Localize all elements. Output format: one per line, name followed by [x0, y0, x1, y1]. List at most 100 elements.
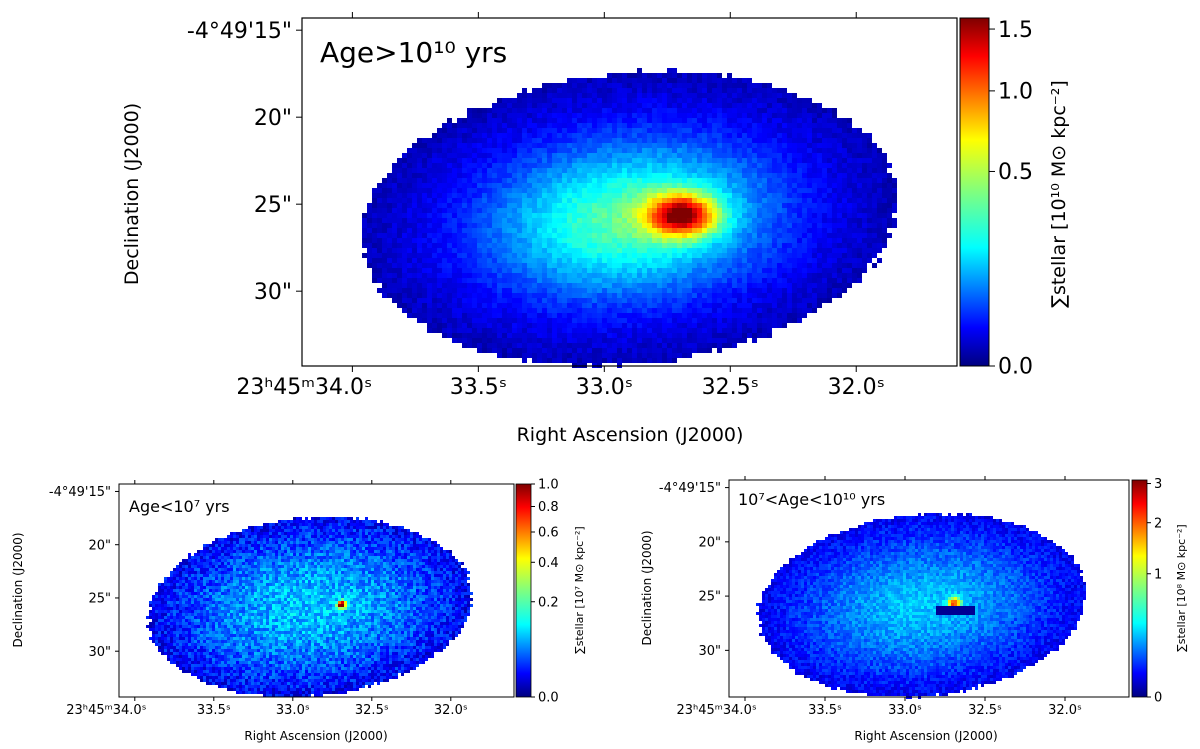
heatmap-cell: [827, 238, 832, 243]
heatmap-cell: [377, 258, 382, 263]
heatmap-cell: [697, 93, 702, 98]
heatmap-cell: [712, 108, 717, 113]
heatmap-cell: [792, 223, 797, 228]
heatmap-cell: [547, 108, 552, 113]
heatmap-cell: [412, 263, 417, 268]
heatmap-cell: [787, 158, 792, 163]
heatmap-cell: [892, 218, 897, 223]
heatmap-cell: [452, 163, 457, 168]
heatmap-cell: [717, 103, 722, 108]
heatmap-cell: [692, 263, 697, 268]
heatmap-cell: [847, 263, 852, 268]
heatmap-cell: [387, 183, 392, 188]
heatmap-cell: [452, 188, 457, 193]
heatmap-cell: [827, 213, 832, 218]
heatmap-cell: [472, 263, 477, 268]
heatmap-cell: [597, 158, 602, 163]
heatmap-cell: [727, 228, 732, 233]
heatmap-cell: [667, 148, 672, 153]
heatmap-cell: [432, 168, 437, 173]
heatmap-cell: [572, 283, 577, 288]
heatmap-cell: [427, 168, 432, 173]
heatmap-cell: [442, 278, 447, 283]
heatmap-cell: [742, 233, 747, 238]
heatmap-cell: [607, 278, 612, 283]
heatmap-cell: [572, 253, 577, 258]
heatmap-cell: [757, 248, 762, 253]
heatmap-cell: [812, 268, 817, 273]
heatmap-cell: [567, 138, 572, 143]
heatmap-cell: [412, 268, 417, 273]
heatmap-cell: [847, 188, 852, 193]
heatmap-cell: [742, 243, 747, 248]
heatmap-cell: [637, 258, 642, 263]
heatmap-cell: [512, 158, 517, 163]
heatmap-cell: [502, 328, 507, 333]
heatmap-cell: [527, 233, 532, 238]
heatmap-cell: [647, 98, 652, 103]
heatmap-cell: [512, 343, 517, 348]
heatmap-cell: [632, 163, 637, 168]
heatmap-cell: [432, 253, 437, 258]
heatmap-cell: [577, 243, 582, 248]
heatmap-cell: [752, 93, 757, 98]
x-tick-label: 32.0ˢ: [828, 375, 885, 400]
heatmap-cell: [577, 113, 582, 118]
heatmap-cell: [642, 123, 647, 128]
heatmap-cell: [637, 278, 642, 283]
heatmap-cell: [527, 303, 532, 308]
heatmap-cell: [452, 308, 457, 313]
heatmap-cell: [447, 153, 452, 158]
heatmap-cell: [497, 318, 502, 323]
heatmap-cell: [857, 143, 862, 148]
heatmap-cell: [527, 248, 532, 253]
heatmap-cell: [492, 203, 497, 208]
heatmap-cell: [802, 278, 807, 283]
heatmap-cell: [807, 138, 812, 143]
heatmap-cell: [697, 148, 702, 153]
heatmap-cell: [792, 143, 797, 148]
heatmap-cell: [507, 223, 512, 228]
heatmap-cell: [652, 108, 657, 113]
heatmap-cell: [847, 248, 852, 253]
heatmap-cell: [667, 358, 672, 363]
heatmap-cell: [737, 78, 742, 83]
heatmap-cell: [437, 133, 442, 138]
heatmap-cell: [542, 233, 547, 238]
heatmap-cell: [842, 148, 847, 153]
heatmap-cell: [482, 298, 487, 303]
heatmap-cell: [697, 138, 702, 143]
heatmap-cell: [517, 313, 522, 318]
heatmap-cell: [487, 263, 492, 268]
heatmap-cell: [747, 233, 752, 238]
heatmap-cell: [452, 318, 457, 323]
heatmap-cell: [727, 153, 732, 158]
heatmap-cell: [527, 338, 532, 343]
heatmap-cell: [452, 123, 457, 128]
heatmap-cell: [712, 173, 717, 178]
heatmap-cell: [757, 183, 762, 188]
heatmap-cell: [365, 517, 368, 520]
heatmap-cell: [597, 263, 602, 268]
heatmap-cell: [612, 178, 617, 183]
heatmap-cell: [477, 203, 482, 208]
heatmap-cell: [422, 313, 427, 318]
heatmap-cell: [607, 358, 612, 363]
heatmap-cell: [492, 308, 497, 313]
heatmap-cell: [602, 128, 607, 133]
heatmap-cell: [847, 278, 852, 283]
heatmap-cell: [452, 138, 457, 143]
heatmap-cell: [707, 78, 712, 83]
heatmap-cell: [432, 278, 437, 283]
heatmap-cell: [562, 103, 567, 108]
heatmap-cell: [717, 108, 722, 113]
heatmap-cell: [687, 138, 692, 143]
heatmap-cell: [542, 103, 547, 108]
heatmap-cell: [492, 258, 497, 263]
heatmap-cell: [482, 143, 487, 148]
heatmap-cell: [497, 173, 502, 178]
heatmap-cell: [792, 128, 797, 133]
heatmap-cell: [687, 253, 692, 258]
heatmap-cell: [807, 223, 812, 228]
heatmap-cell: [602, 123, 607, 128]
